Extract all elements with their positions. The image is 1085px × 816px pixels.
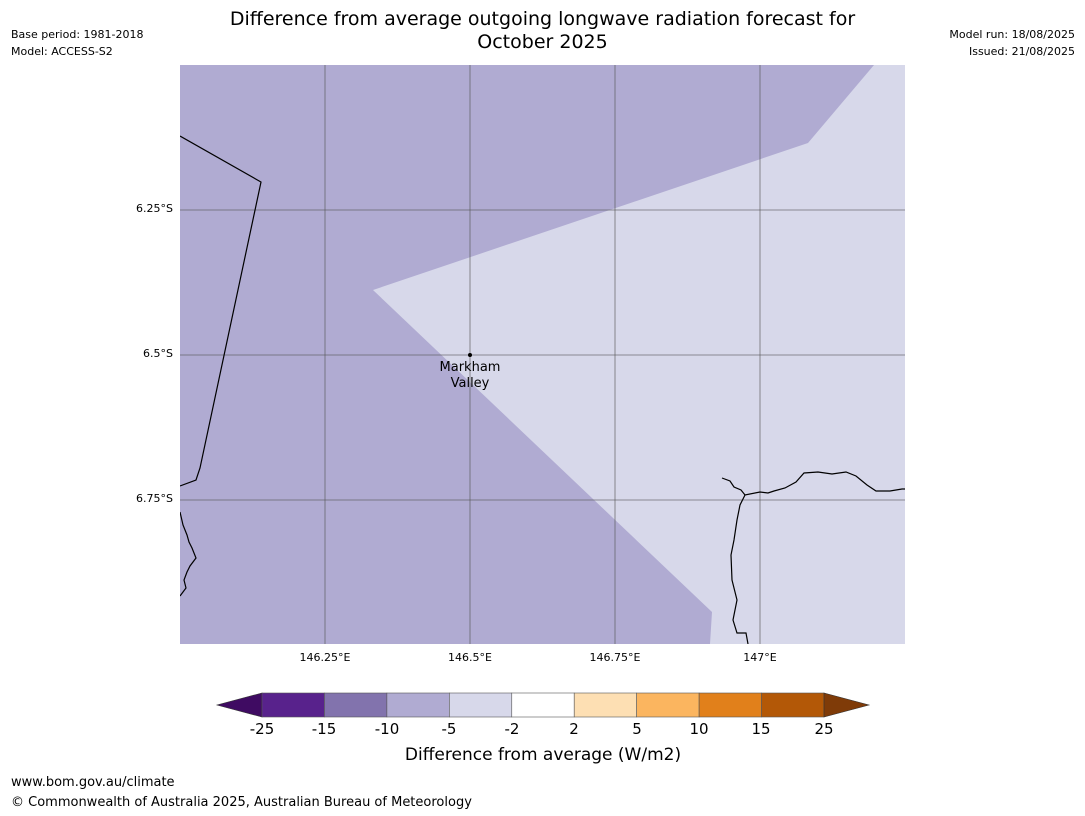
colorbar-segment <box>386 692 450 718</box>
colorbar-segment <box>698 692 762 718</box>
colorbar-segment <box>573 692 637 718</box>
map-title: Difference from average outgoing longwav… <box>180 8 905 54</box>
colorbar-tick: -25 <box>249 720 275 738</box>
colorbar-segment <box>636 692 700 718</box>
map-plot-area <box>180 65 905 644</box>
colorbar-tick: 25 <box>814 720 834 738</box>
lon-label-4: 147°E <box>743 651 777 664</box>
river-line <box>730 494 749 644</box>
colorbar-tick: -15 <box>311 720 337 738</box>
base-info: Base period: 1981-2018 Model: ACCESS-S2 <box>11 26 143 60</box>
coastline-east <box>721 471 905 496</box>
colorbar-tick: -10 <box>374 720 400 738</box>
footer-copyright: © Commonwealth of Australia 2025, Austra… <box>11 795 472 810</box>
colorbar-tick: 15 <box>751 720 771 738</box>
colorbar-segment <box>324 692 388 718</box>
footer-url: www.bom.gov.au/climate <box>11 775 175 790</box>
colorbar-segment <box>511 692 575 718</box>
title-line-1: Difference from average outgoing longwav… <box>229 8 856 30</box>
place-name-line-2: Valley <box>450 376 490 391</box>
colorbar-segment <box>761 692 825 718</box>
colorbar-segments <box>261 692 825 718</box>
colorbar-tick: -5 <box>441 720 457 738</box>
lat-label-1: 6.25°S <box>136 202 173 215</box>
colorbar-tick: 10 <box>689 720 709 738</box>
place-label: Markham Valley <box>440 360 501 392</box>
title-line-2: October 2025 <box>477 31 608 53</box>
border-line <box>180 135 262 487</box>
lat-label-3: 6.75°S <box>136 492 173 505</box>
boundary-lines <box>180 135 905 644</box>
lat-label-2: 6.5°S <box>143 347 173 360</box>
run-info: Model run: 18/08/2025 Issued: 21/08/2025 <box>949 26 1075 60</box>
model-run-text: Model run: 18/08/2025 <box>949 28 1075 41</box>
coastline-west <box>180 511 197 597</box>
lon-label-2: 146.5°E <box>448 651 492 664</box>
lon-label-3: 146.75°E <box>589 651 641 664</box>
colorbar <box>215 692 871 718</box>
issued-text: Issued: 21/08/2025 <box>968 45 1075 58</box>
colorbar-tick: 2 <box>569 720 579 738</box>
lon-label-1: 146.25°E <box>299 651 351 664</box>
model-text: Model: ACCESS-S2 <box>11 45 113 58</box>
colorbar-label: Difference from average (W/m2) <box>404 745 682 765</box>
place-name-line-1: Markham <box>439 360 501 375</box>
colorbar-extend-low <box>215 692 263 718</box>
colorbar-segment <box>261 692 325 718</box>
base-period-text: Base period: 1981-2018 <box>11 28 144 41</box>
colorbar-segment <box>449 692 513 718</box>
colorbar-tick: 5 <box>632 720 642 738</box>
colorbar-extend-high <box>823 692 871 718</box>
colorbar-tick: -2 <box>504 720 520 738</box>
place-marker <box>468 353 472 357</box>
